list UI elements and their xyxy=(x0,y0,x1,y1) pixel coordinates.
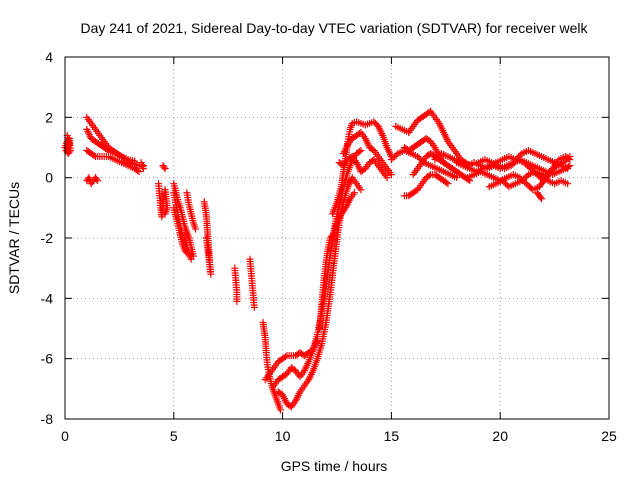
data-point xyxy=(357,186,365,194)
data-point xyxy=(550,165,558,173)
data-point xyxy=(507,162,515,170)
data-point xyxy=(546,168,554,176)
data-point xyxy=(350,189,358,197)
x-tick-label: 5 xyxy=(170,428,178,444)
data-point xyxy=(414,153,422,161)
data-point xyxy=(551,163,559,171)
data-point xyxy=(391,153,399,161)
data-point xyxy=(566,153,574,161)
x-tick-label: 0 xyxy=(61,428,69,444)
data-point xyxy=(357,147,365,155)
data-point xyxy=(564,154,572,162)
data-point xyxy=(192,225,200,233)
data-point xyxy=(527,165,535,173)
data-point xyxy=(443,179,451,187)
y-tick-label: -6 xyxy=(41,351,54,367)
data-point xyxy=(509,160,517,168)
x-tick-label: 20 xyxy=(492,428,508,444)
data-point xyxy=(161,165,169,173)
data-point xyxy=(520,159,528,167)
data-point xyxy=(538,195,546,203)
data-point xyxy=(134,167,142,175)
data-point xyxy=(453,174,461,182)
x-axis-label: GPS time / hours xyxy=(281,458,388,474)
data-point xyxy=(387,156,395,164)
data-point xyxy=(521,174,529,182)
y-axis-label: SDTVAR / TECUs xyxy=(6,182,22,294)
data-point xyxy=(563,156,571,164)
data-point xyxy=(383,174,391,182)
data-point xyxy=(90,152,98,160)
data-point xyxy=(548,166,556,174)
data-point xyxy=(520,175,528,183)
data-point xyxy=(434,153,442,161)
y-tick-label: 0 xyxy=(45,170,53,186)
y-tick-label: 4 xyxy=(45,49,53,65)
data-point xyxy=(233,297,241,305)
data-point xyxy=(561,157,569,165)
data-point xyxy=(535,172,543,180)
data-point xyxy=(564,180,572,188)
y-tick-label: -4 xyxy=(41,290,54,306)
data-point xyxy=(282,353,290,361)
data-point xyxy=(94,177,102,185)
data-point xyxy=(139,165,147,173)
data-point xyxy=(93,175,101,183)
data-point xyxy=(433,154,441,162)
data-point xyxy=(515,153,523,161)
data-point xyxy=(103,146,111,154)
data-point xyxy=(518,177,526,185)
y-tick-label: 2 xyxy=(45,109,53,125)
x-tick-label: 15 xyxy=(384,428,400,444)
data-point xyxy=(564,165,572,173)
data-point xyxy=(160,163,168,171)
axes: 0 5 10 15 20 25 -8 -6 -4 -2 0 2 4 xyxy=(41,49,617,444)
data-point xyxy=(530,168,538,176)
data-point xyxy=(523,162,531,170)
data-point xyxy=(523,172,531,180)
data-point xyxy=(392,151,400,159)
data-point xyxy=(431,156,439,164)
data-point xyxy=(524,181,532,189)
data-point xyxy=(522,180,530,188)
data-point xyxy=(189,252,197,260)
data-point xyxy=(536,174,544,182)
data-point xyxy=(425,172,433,180)
data-point xyxy=(355,148,363,156)
data-point xyxy=(533,171,541,179)
data-point xyxy=(202,234,210,242)
data-point xyxy=(250,303,258,311)
data-point xyxy=(444,180,452,188)
y-tick-label: -8 xyxy=(41,411,54,427)
data-point xyxy=(135,168,143,176)
data-point xyxy=(559,159,567,167)
data-point xyxy=(131,157,139,165)
data-point xyxy=(500,178,508,186)
data-point xyxy=(536,193,544,201)
x-tick-label: 25 xyxy=(601,428,617,444)
data-point xyxy=(328,232,336,240)
data-point xyxy=(528,166,536,174)
data-point xyxy=(387,171,395,179)
data-point xyxy=(498,177,506,185)
data-point xyxy=(389,154,397,162)
x-tick-label: 10 xyxy=(275,428,291,444)
chart-title: Day 241 of 2021, Sidereal Day-to-day VTE… xyxy=(80,20,588,36)
data-point xyxy=(183,249,191,257)
data-point xyxy=(510,159,518,167)
data-point xyxy=(526,183,534,191)
data-point xyxy=(532,169,540,177)
y-tick-label: -2 xyxy=(41,230,54,246)
data-point xyxy=(182,248,190,256)
data-point xyxy=(502,180,510,188)
data-point xyxy=(522,160,530,168)
data-point xyxy=(276,406,284,414)
data-point xyxy=(161,210,169,218)
data-point xyxy=(525,163,533,171)
data-points xyxy=(61,107,574,414)
